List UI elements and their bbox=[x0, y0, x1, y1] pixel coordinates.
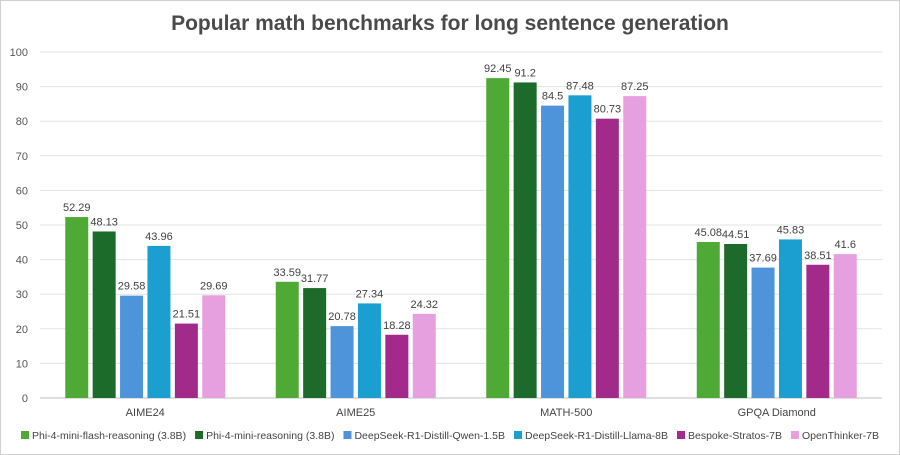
x-tick-label: AIME24 bbox=[126, 407, 165, 419]
y-tick-label: 10 bbox=[16, 358, 28, 370]
legend-label: Bespoke-Stratos-7B bbox=[688, 430, 782, 442]
data-label: 38.51 bbox=[804, 250, 832, 262]
bar bbox=[696, 242, 720, 398]
data-label: 45.83 bbox=[777, 224, 805, 236]
bar bbox=[513, 82, 537, 398]
data-label: 20.78 bbox=[328, 311, 356, 323]
data-label: 87.48 bbox=[566, 80, 594, 92]
data-label: 84.5 bbox=[542, 91, 563, 103]
chart-title: Popular math benchmarks for long sentenc… bbox=[171, 12, 729, 35]
data-label: 21.51 bbox=[173, 309, 201, 321]
data-label: 33.59 bbox=[273, 267, 301, 279]
legend-label: DeepSeek-R1-Distill-Llama-8B bbox=[525, 430, 668, 442]
legend-item: Phi-4-mini-reasoning (3.8B) bbox=[195, 430, 334, 442]
bar bbox=[275, 281, 299, 398]
data-label: 43.96 bbox=[145, 231, 173, 243]
bar bbox=[202, 295, 226, 398]
y-tick-label: 80 bbox=[16, 116, 28, 128]
bar bbox=[147, 245, 171, 398]
bar bbox=[568, 95, 592, 398]
data-label: 87.25 bbox=[621, 81, 649, 93]
y-tick-label: 20 bbox=[16, 324, 28, 336]
bar bbox=[778, 239, 802, 398]
bars: 52.29 48.13 29.58 43.96 21.51 29.69 33.5931.77… bbox=[63, 63, 857, 399]
data-label: 24.32 bbox=[410, 299, 438, 311]
y-axis: 0 10 20 30 40 50 60 70 80 90 100 bbox=[10, 47, 28, 405]
bar bbox=[92, 231, 116, 398]
y-tick-label: 40 bbox=[16, 255, 28, 267]
bar bbox=[303, 288, 327, 398]
legend-item: DeepSeek-R1-Distill-Llama-8B bbox=[514, 430, 668, 442]
x-tick-label: MATH-500 bbox=[540, 407, 592, 419]
data-label: 44.51 bbox=[722, 229, 750, 241]
data-label: 18.28 bbox=[383, 320, 411, 332]
data-label: 41.6 bbox=[835, 239, 856, 251]
bar bbox=[385, 334, 409, 398]
legend-label: Phi-4-mini-flash-reasoning (3.8B) bbox=[32, 430, 186, 442]
legend-label: OpenThinker-7B bbox=[802, 430, 879, 442]
data-label: 29.69 bbox=[200, 280, 228, 292]
bar bbox=[751, 267, 775, 398]
y-tick-label: 50 bbox=[16, 220, 28, 232]
bar bbox=[486, 78, 510, 399]
legend-item: Bespoke-Stratos-7B bbox=[676, 430, 782, 442]
data-label: 91.2 bbox=[514, 67, 535, 79]
bar bbox=[174, 323, 198, 398]
bar bbox=[724, 243, 748, 398]
data-label: 52.29 bbox=[63, 202, 91, 214]
bar bbox=[833, 254, 857, 398]
bar bbox=[65, 217, 89, 398]
legend-item: OpenThinker-7B bbox=[790, 430, 879, 442]
bar bbox=[595, 118, 619, 399]
x-tick-label: GPQA Diamond bbox=[738, 407, 816, 419]
bar bbox=[120, 295, 144, 398]
x-axis: AIME24 AIME25 MATH-500 GPQA Diamond bbox=[126, 407, 816, 419]
data-label: 92.45 bbox=[484, 63, 512, 75]
y-tick-label: 30 bbox=[16, 289, 28, 301]
x-tick-label: AIME25 bbox=[336, 407, 375, 419]
legend-swatch bbox=[514, 431, 523, 439]
y-tick-label: 60 bbox=[16, 185, 28, 197]
legend-swatch bbox=[790, 431, 799, 439]
legend: Phi-4-mini-flash-reasoning (3.8B) Phi-4-m… bbox=[21, 430, 879, 442]
bar bbox=[357, 303, 381, 398]
bar bbox=[412, 313, 436, 398]
legend-swatch bbox=[195, 431, 204, 439]
legend-swatch bbox=[676, 431, 685, 439]
y-tick-label: 70 bbox=[16, 151, 28, 163]
legend-swatch bbox=[343, 431, 352, 439]
legend-swatch bbox=[21, 431, 29, 439]
legend-item: DeepSeek-R1-Distill-Qwen-1.5B bbox=[343, 430, 505, 442]
y-tick-label: 100 bbox=[10, 47, 28, 59]
data-label: 80.73 bbox=[594, 104, 622, 116]
bar bbox=[541, 105, 565, 398]
data-label: 29.58 bbox=[118, 281, 146, 293]
data-label: 31.77 bbox=[301, 273, 329, 285]
y-tick-label: 0 bbox=[22, 393, 28, 405]
legend-item: Phi-4-mini-flash-reasoning (3.8B) bbox=[21, 430, 186, 442]
data-label: 45.08 bbox=[694, 227, 722, 239]
data-label: 48.13 bbox=[90, 216, 118, 228]
y-tick-label: 90 bbox=[16, 82, 28, 94]
bar bbox=[623, 96, 647, 399]
bar bbox=[806, 264, 830, 398]
data-label: 37.69 bbox=[749, 253, 777, 265]
legend-label: DeepSeek-R1-Distill-Qwen-1.5B bbox=[354, 430, 505, 442]
legend-label: Phi-4-mini-reasoning (3.8B) bbox=[206, 430, 334, 442]
bar bbox=[330, 326, 354, 398]
data-label: 27.34 bbox=[356, 288, 384, 300]
